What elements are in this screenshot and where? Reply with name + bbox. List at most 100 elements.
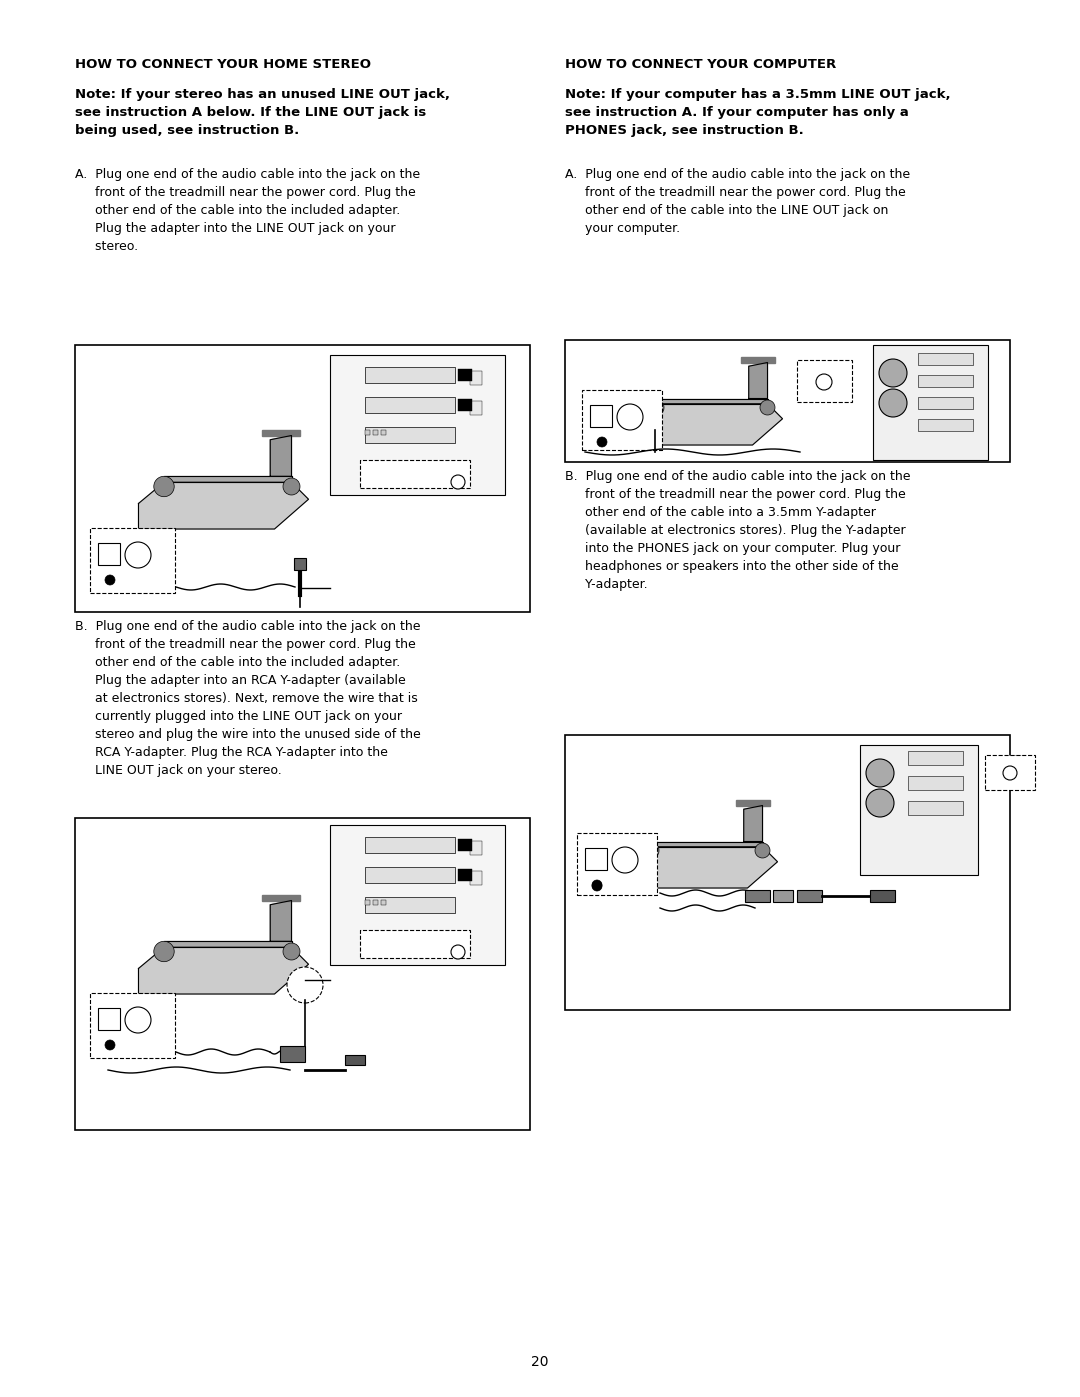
Text: LINE OUT: LINE OUT [362, 928, 401, 937]
Text: Adapter: Adapter [230, 1016, 274, 1025]
Text: A.  Plug one end of the audio cable into the jack on the
     front of the tread: A. Plug one end of the audio cable into … [565, 168, 910, 235]
Bar [470, 841, 482, 855]
Bar [873, 345, 988, 460]
Circle shape [612, 847, 638, 873]
Bar [98, 1009, 120, 1030]
Bar [908, 775, 963, 789]
Bar [582, 390, 662, 450]
Polygon shape [261, 429, 300, 436]
Circle shape [125, 542, 151, 569]
Bar [75, 345, 530, 612]
Bar [458, 400, 472, 411]
Bar [470, 372, 482, 386]
Text: Audio
Cable: Audio Cable [675, 415, 711, 444]
Bar [797, 890, 822, 902]
Circle shape [866, 789, 894, 817]
Text: Note: If your stereo has an unused LINE OUT jack,
see instruction A below. If th: Note: If your stereo has an unused LINE … [75, 88, 450, 137]
Bar [918, 353, 973, 365]
Bar [381, 900, 386, 905]
Polygon shape [627, 847, 778, 888]
Bar [908, 752, 963, 766]
Bar [381, 430, 386, 434]
Circle shape [287, 967, 323, 1003]
Bar [365, 868, 455, 883]
Bar [470, 401, 482, 415]
Bar [365, 897, 455, 914]
Bar [918, 419, 973, 432]
Text: CD: CD [338, 367, 352, 377]
Polygon shape [741, 358, 775, 362]
Circle shape [153, 942, 174, 961]
Bar [470, 870, 482, 886]
Bar [985, 754, 1035, 789]
Text: A.  Plug one end of the audio cable into the jack on the
     front of the tread: A. Plug one end of the audio cable into … [75, 168, 420, 253]
Polygon shape [164, 942, 292, 947]
Bar [458, 840, 472, 851]
Circle shape [451, 475, 465, 489]
Polygon shape [744, 806, 762, 841]
Text: Wire removed from: Wire removed from [118, 1097, 226, 1106]
Circle shape [646, 398, 664, 416]
Text: Audio
Cable: Audio Cable [185, 1016, 217, 1038]
Bar [360, 460, 470, 488]
Polygon shape [138, 482, 309, 529]
Polygon shape [650, 841, 762, 847]
Circle shape [879, 359, 907, 387]
Polygon shape [261, 894, 300, 901]
Bar [345, 1055, 365, 1065]
Text: B.  Plug one end of the audio cable into the jack on the
     front of the tread: B. Plug one end of the audio cable into … [75, 620, 421, 777]
Bar [365, 900, 370, 905]
Text: A: A [577, 355, 586, 369]
Text: B: B [87, 833, 96, 847]
Text: B.  Plug one end of the audio cable into the jack on the
     front of the tread: B. Plug one end of the audio cable into … [565, 469, 910, 591]
Circle shape [617, 404, 643, 430]
Bar [797, 360, 852, 402]
Bar [330, 826, 505, 965]
Bar [908, 800, 963, 814]
Circle shape [1003, 766, 1017, 780]
Bar [75, 819, 530, 1130]
Polygon shape [737, 800, 770, 806]
Text: CD: CD [338, 837, 352, 847]
Bar [918, 374, 973, 387]
Circle shape [105, 576, 114, 585]
Bar [860, 745, 978, 875]
Circle shape [755, 842, 770, 858]
Polygon shape [748, 362, 768, 398]
Bar [458, 369, 472, 381]
Bar [365, 430, 370, 434]
Circle shape [283, 478, 300, 495]
Text: HOW TO CONNECT YOUR HOME STEREO: HOW TO CONNECT YOUR HOME STEREO [75, 59, 372, 71]
Bar [280, 1046, 305, 1062]
Bar [365, 367, 455, 383]
Bar [365, 427, 455, 443]
Polygon shape [270, 901, 292, 942]
Text: Note: If your computer has a 3.5mm LINE OUT jack,
see instruction A. If your com: Note: If your computer has a 3.5mm LINE … [565, 88, 950, 137]
Bar [373, 900, 378, 905]
Text: A: A [87, 360, 96, 374]
Bar [360, 930, 470, 958]
Bar [565, 735, 1010, 1010]
Bar [90, 993, 175, 1058]
Circle shape [451, 944, 465, 958]
Text: B: B [577, 750, 586, 764]
Text: PHONES: PHONES [985, 754, 1023, 764]
Text: Amp: Amp [338, 897, 361, 907]
Bar [294, 557, 306, 570]
Text: Adapter: Adapter [303, 548, 348, 557]
Text: RCA
Y-adapter: RCA Y-adapter [312, 981, 365, 1003]
Text: 20: 20 [531, 1355, 549, 1369]
Text: Amp: Amp [338, 427, 361, 437]
Polygon shape [164, 476, 292, 482]
Bar [458, 869, 472, 882]
Circle shape [866, 759, 894, 787]
Polygon shape [270, 436, 292, 476]
Bar [98, 543, 120, 564]
Polygon shape [138, 947, 309, 995]
Bar [577, 833, 657, 895]
Circle shape [879, 388, 907, 416]
Text: Audio
Cable: Audio Cable [665, 855, 697, 877]
Text: Audio
Cable: Audio Cable [185, 550, 217, 573]
Bar [745, 890, 770, 902]
Circle shape [592, 880, 602, 890]
